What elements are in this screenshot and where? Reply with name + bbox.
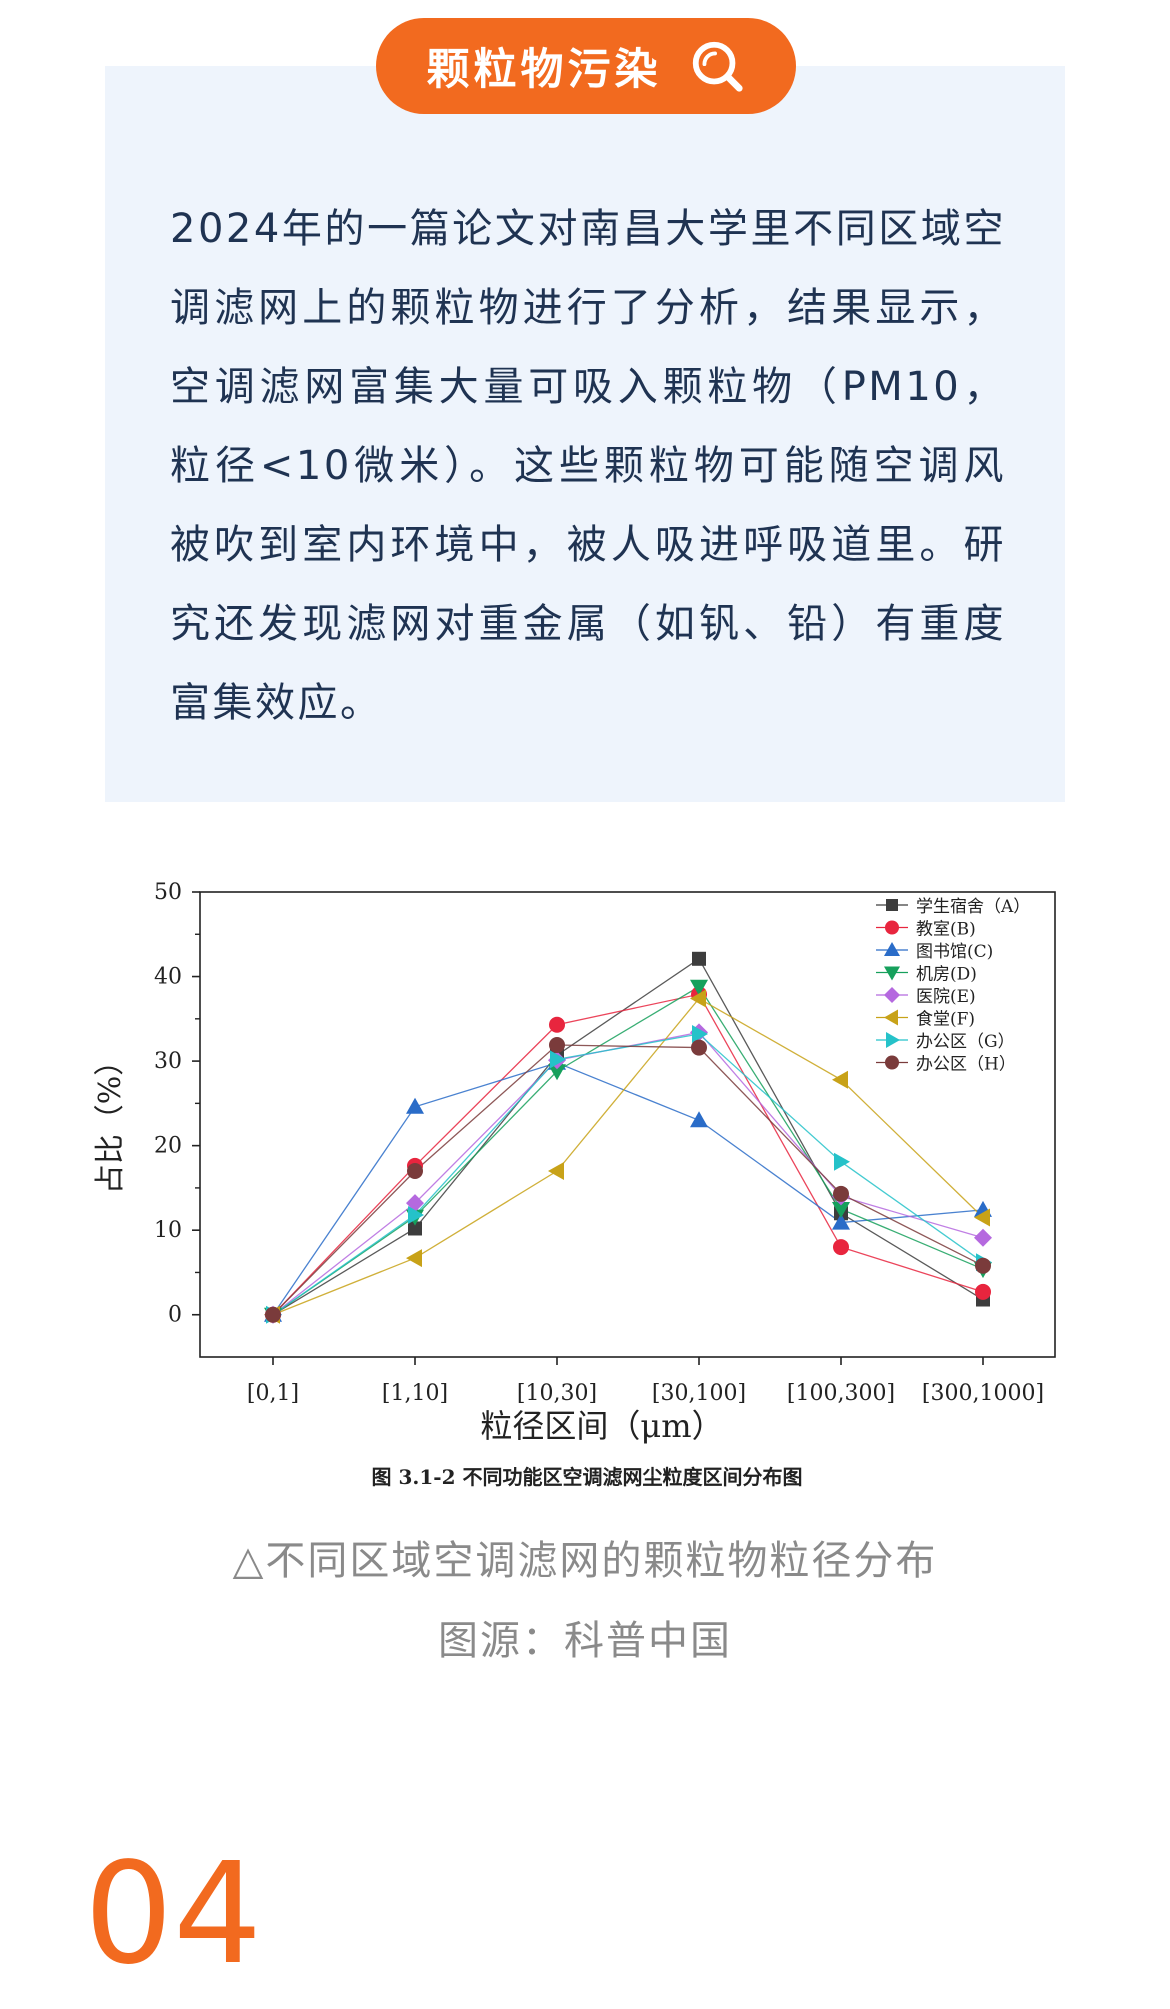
y-axis-label: 占比（%） — [93, 1046, 128, 1195]
data-point — [548, 1064, 566, 1081]
data-point — [832, 1070, 848, 1089]
x-tick-label: [10,30] — [517, 1381, 597, 1406]
data-point — [408, 1221, 422, 1236]
x-tick-label: [1,10] — [382, 1381, 448, 1406]
x-axis-label: 粒径区间（μm） — [480, 1407, 723, 1445]
x-tick-label: [0,1] — [247, 1381, 299, 1406]
y-tick-label: 10 — [154, 1218, 182, 1243]
data-point — [408, 1205, 424, 1224]
y-tick-label: 40 — [154, 965, 182, 990]
data-point — [406, 1097, 424, 1114]
data-point — [550, 1050, 566, 1069]
info-panel — [105, 66, 1065, 802]
data-point — [690, 979, 708, 996]
legend-label: 图书馆(C) — [916, 942, 993, 962]
series-line — [272, 1044, 984, 1316]
article-paragraph: 2024年的一篇论文对南昌大学里不同区域空调滤网上的颗粒物进行了分析，结果显示，… — [170, 206, 1006, 726]
legend-marker — [885, 1055, 899, 1070]
data-point — [974, 1228, 992, 1247]
chart-figure: 0 10 20 30 40 50 [0,1] [1,10] [10,30] [30,100] [10… — [80, 860, 1090, 1510]
data-point — [975, 1283, 991, 1300]
data-point — [975, 1257, 991, 1274]
legend-label: 医院(E) — [916, 987, 976, 1007]
figure-source: 图源：科普中国 — [438, 1618, 732, 1664]
y-tick-label: 20 — [154, 1134, 182, 1159]
plot-frame — [199, 891, 1056, 1358]
legend-marker — [885, 920, 899, 935]
legend-marker — [886, 899, 898, 911]
data-point — [549, 1016, 565, 1033]
x-tick-label: [300,1000] — [922, 1381, 1044, 1406]
data-point — [974, 1208, 990, 1227]
series-line — [272, 1062, 984, 1316]
data-point — [691, 1039, 707, 1056]
legend-label: 机房(D) — [916, 965, 977, 985]
y-tick-label: 0 — [168, 1303, 182, 1328]
legend-label: 办公区（H） — [916, 1055, 1016, 1075]
series-line — [272, 993, 984, 1316]
y-tick-label: 50 — [154, 880, 182, 905]
data-point — [549, 1037, 565, 1054]
x-tick-label: [30,100] — [652, 1381, 746, 1406]
data-point — [692, 1025, 708, 1044]
data-point — [833, 1185, 849, 1202]
legend-label: 教室(B) — [916, 920, 976, 940]
legend-label: 办公区（G） — [916, 1032, 1015, 1052]
legend-marker — [884, 942, 900, 956]
data-point — [832, 1213, 850, 1230]
legend-marker — [884, 987, 900, 1003]
data-point — [834, 1152, 850, 1171]
section-title: 颗粒物污染 — [426, 45, 662, 95]
data-point — [406, 1249, 422, 1268]
figure-title: 图 3.1-2 不同功能区空调滤网尘粒度区间分布图 — [372, 1465, 803, 1489]
figure-caption: △不同区域空调滤网的颗粒物粒径分布 — [232, 1538, 938, 1584]
x-tick-label: [100,300] — [787, 1381, 895, 1406]
section-number: 04 — [84, 1833, 263, 1996]
section-title-pill: 颗粒物污染 — [376, 18, 796, 114]
series-line — [272, 985, 984, 1316]
data-point — [690, 989, 706, 1008]
search-icon — [692, 41, 743, 92]
legend-marker — [886, 1032, 900, 1048]
data-point — [832, 1202, 850, 1219]
y-tick-label: 30 — [154, 1049, 182, 1074]
data-point — [690, 1111, 708, 1128]
data-point — [265, 1306, 281, 1323]
legend-label: 学生宿舍（A） — [916, 897, 1030, 917]
legend-label: 食堂(F) — [916, 1010, 975, 1030]
data-point — [407, 1163, 423, 1179]
data-point — [548, 1162, 564, 1180]
legend-marker — [884, 966, 900, 981]
data-point — [833, 1239, 849, 1256]
series-line — [272, 997, 984, 1316]
particle-size-chart: 0 10 20 30 40 50 [0,1] [1,10] [10,30] [30,100] [10… — [93, 880, 1056, 1489]
series-line — [272, 957, 984, 1316]
legend-marker — [884, 1009, 898, 1026]
data-point — [692, 951, 706, 966]
